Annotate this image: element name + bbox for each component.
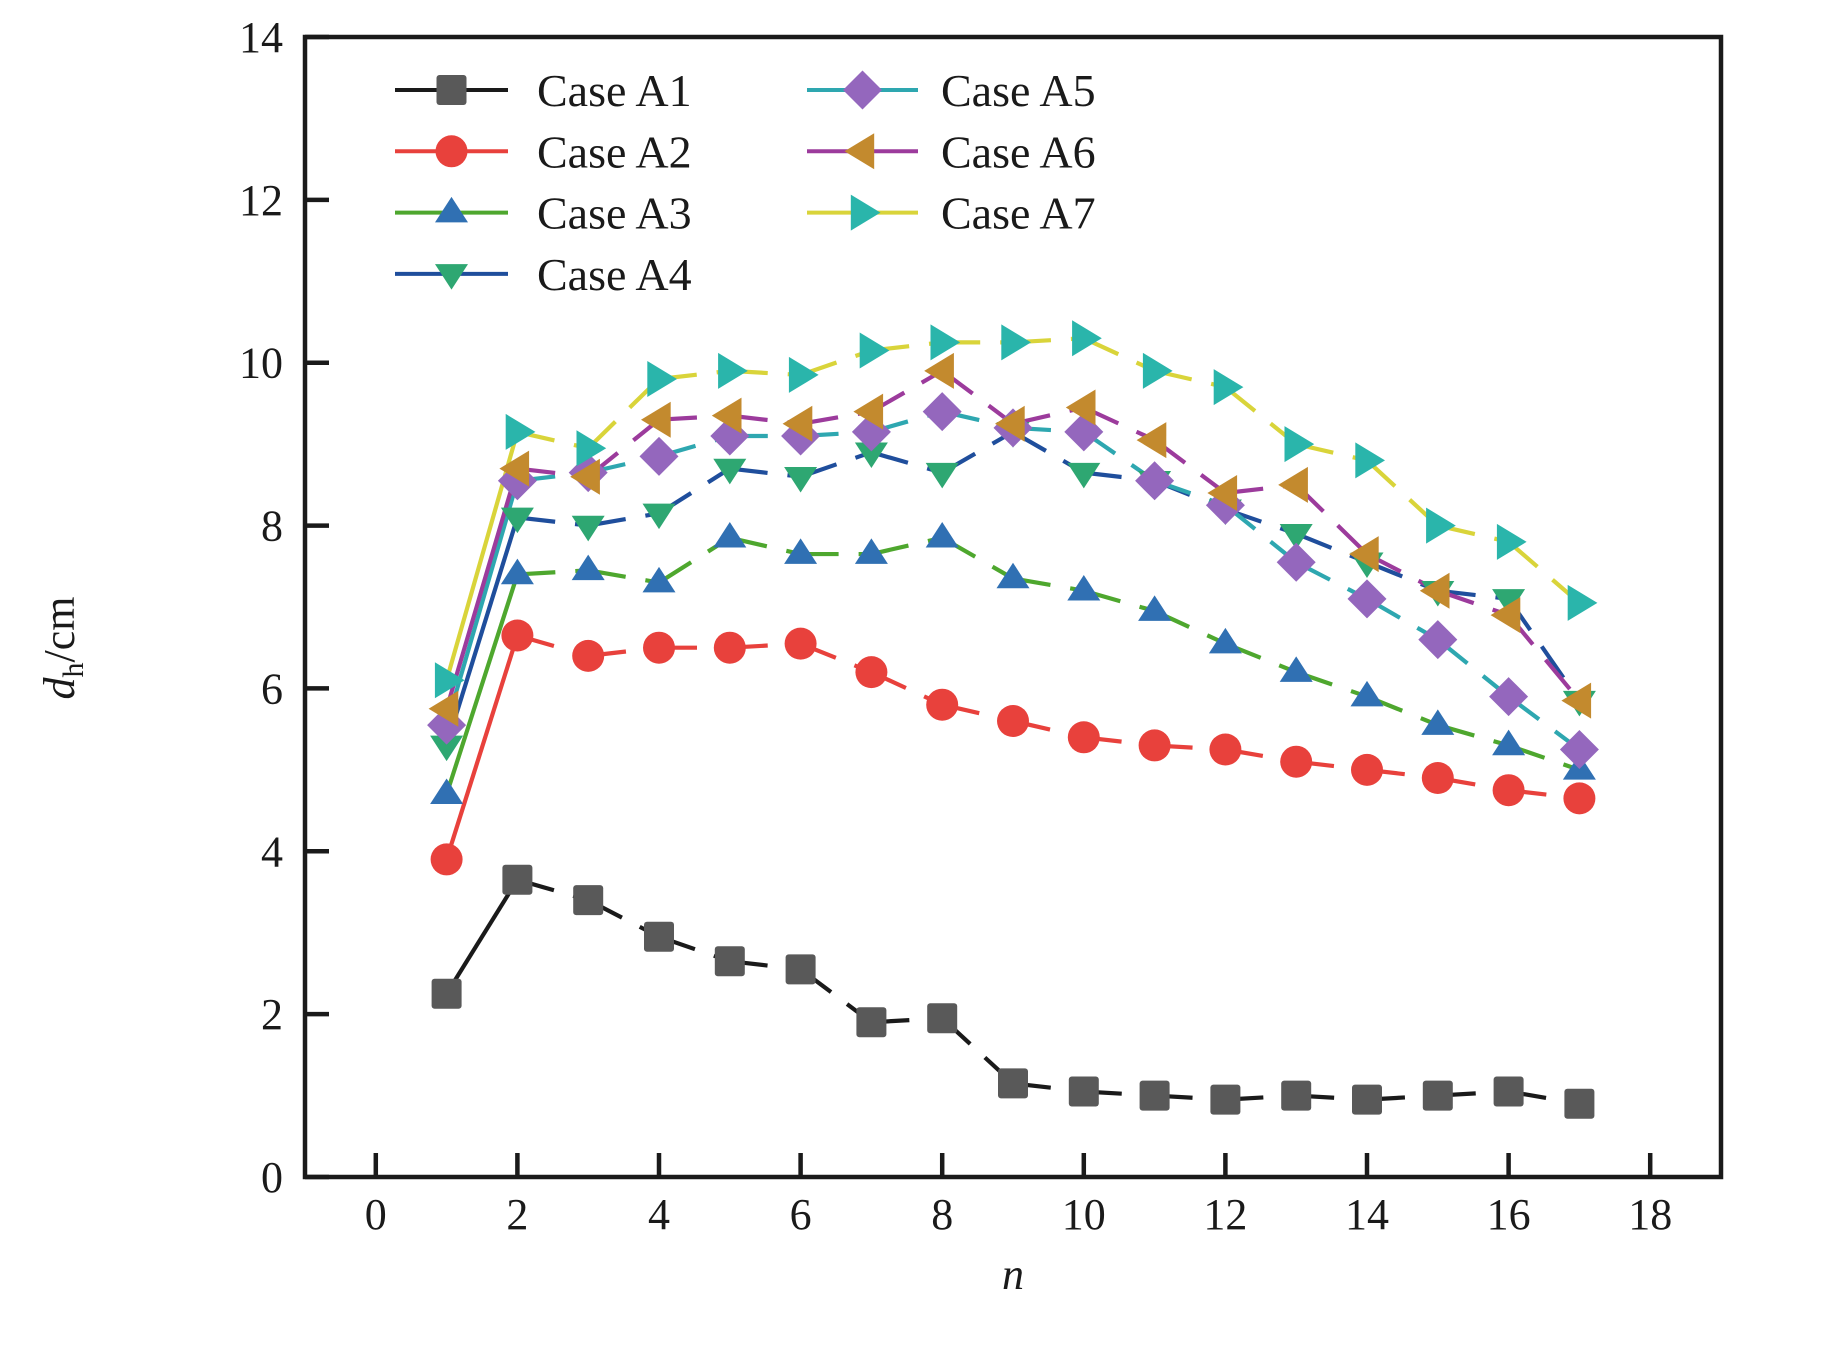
svg-text:Case A6: Case A6 — [941, 126, 1096, 177]
svg-text:Case A2: Case A2 — [537, 126, 692, 177]
svg-text:8: 8 — [931, 1190, 953, 1239]
svg-text:6: 6 — [261, 664, 283, 713]
svg-text:12: 12 — [1203, 1190, 1247, 1239]
svg-text:dh/cm: dh/cm — [35, 597, 90, 700]
svg-text:8: 8 — [261, 502, 283, 551]
svg-text:Case A7: Case A7 — [941, 188, 1096, 239]
svg-text:0: 0 — [365, 1190, 387, 1239]
svg-text:18: 18 — [1628, 1190, 1672, 1239]
svg-text:14: 14 — [239, 13, 283, 62]
svg-text:12: 12 — [239, 176, 283, 225]
svg-text:Case A3: Case A3 — [537, 188, 692, 239]
svg-text:2: 2 — [261, 990, 283, 1039]
svg-text:6: 6 — [790, 1190, 812, 1239]
svg-text:2: 2 — [506, 1190, 528, 1239]
svg-text:n: n — [1002, 1250, 1024, 1299]
svg-text:Case A4: Case A4 — [537, 249, 692, 300]
svg-text:4: 4 — [261, 827, 283, 876]
svg-text:Case A1: Case A1 — [537, 65, 692, 116]
svg-text:10: 10 — [1062, 1190, 1106, 1239]
svg-text:Case A5: Case A5 — [941, 65, 1096, 116]
svg-text:14: 14 — [1345, 1190, 1389, 1239]
svg-text:16: 16 — [1487, 1190, 1531, 1239]
svg-text:4: 4 — [648, 1190, 670, 1239]
svg-text:10: 10 — [239, 339, 283, 388]
svg-text:0: 0 — [261, 1153, 283, 1202]
